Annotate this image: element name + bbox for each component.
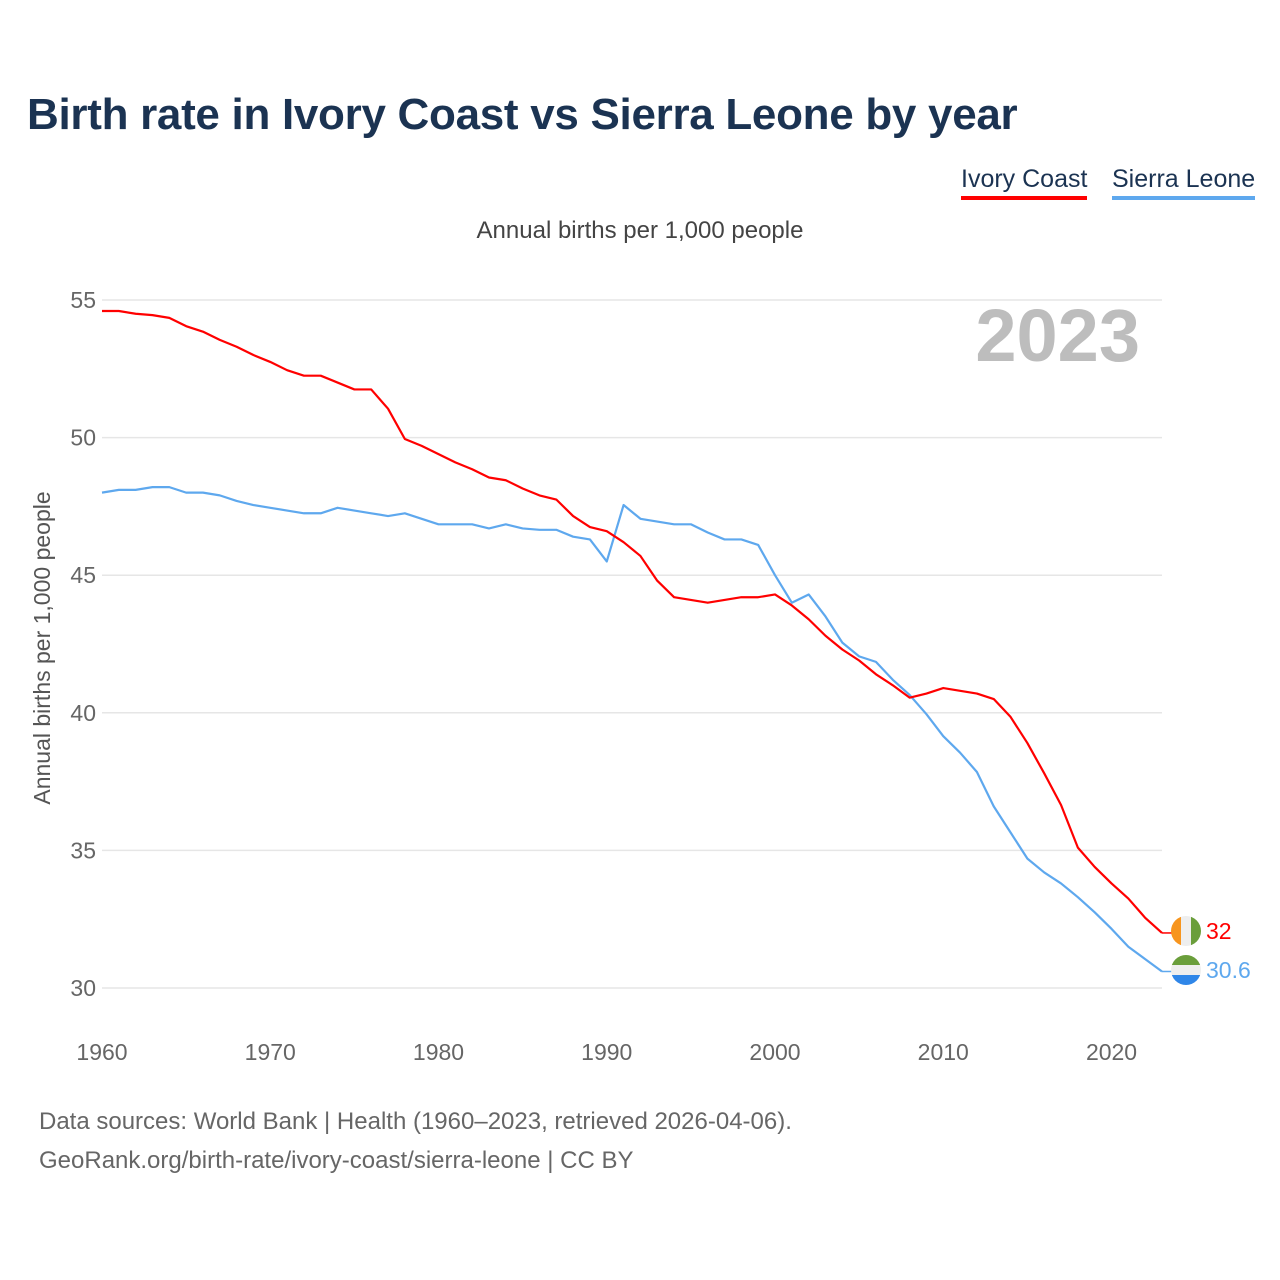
x-tick-label: 2000 — [749, 1039, 800, 1065]
y-tick-label: 45 — [70, 562, 96, 588]
series-line-sierra-leone — [101, 486, 1163, 973]
legend-item-ivory-coast[interactable]: Ivory Coast — [961, 165, 1088, 200]
x-tick-label: 1980 — [413, 1039, 464, 1065]
ivory-coast-flag-icon — [1171, 916, 1201, 946]
x-tick-label: 2010 — [918, 1039, 969, 1065]
chart-title: Birth rate in Ivory Coast vs Sierra Leon… — [27, 90, 1018, 139]
y-tick-label: 40 — [70, 700, 96, 726]
y-tick-label: 55 — [70, 287, 96, 313]
x-tick-label: 1990 — [581, 1039, 632, 1065]
y-axis-label: Annual births per 1,000 people — [29, 491, 55, 804]
x-tick-label: 2020 — [1086, 1039, 1137, 1065]
series-line-ivory-coast — [102, 309, 1163, 934]
x-tick-label: 1970 — [245, 1039, 296, 1065]
chart-subtitle: Annual births per 1,000 people — [476, 217, 804, 244]
sierra-leone-end-label: 30.6 — [1206, 957, 1251, 983]
sierra-leone-flag-icon — [1171, 955, 1201, 985]
y-tick-label: 35 — [70, 837, 96, 863]
x-tick-label: 1960 — [76, 1039, 127, 1065]
footer-sources: Data sources: World Bank | Health (1960–… — [39, 1108, 792, 1135]
y-tick-label: 30 — [70, 975, 96, 1001]
legend-item-sierra-leone[interactable]: Sierra Leone — [1112, 165, 1256, 200]
year-watermark: 2023 — [975, 294, 1140, 377]
footer-link[interactable]: GeoRank.org/birth-rate/ivory-coast/sierr… — [39, 1147, 634, 1174]
ivory-coast-end-label: 32 — [1206, 918, 1232, 944]
y-tick-label: 50 — [70, 425, 96, 451]
